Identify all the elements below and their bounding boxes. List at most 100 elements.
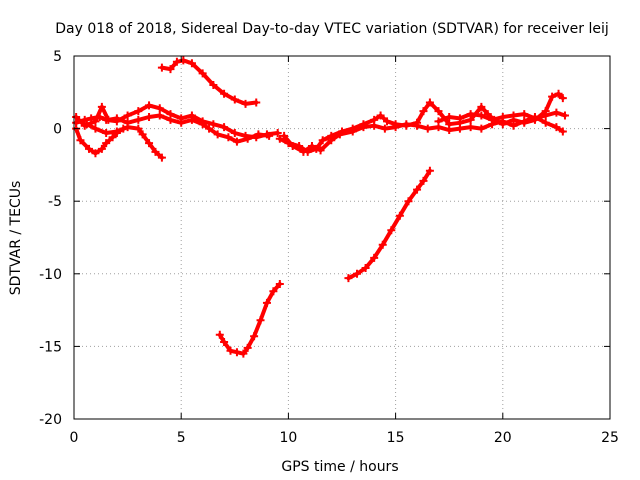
data-point xyxy=(434,107,443,116)
data-point xyxy=(404,197,413,206)
data-point xyxy=(256,316,265,325)
y-tick-label: -5 xyxy=(48,194,62,210)
data-point xyxy=(353,269,362,278)
data-point xyxy=(157,153,166,162)
data-point xyxy=(179,56,188,65)
series-arc-5 xyxy=(157,56,261,108)
data-point xyxy=(85,144,94,153)
data-point xyxy=(348,127,357,136)
y-tick-label: -15 xyxy=(39,339,62,355)
data-point xyxy=(425,98,434,107)
data-point xyxy=(224,133,233,142)
data-point xyxy=(239,349,248,358)
plot-frame xyxy=(73,55,611,420)
data-point xyxy=(243,134,252,143)
data-point xyxy=(187,115,196,124)
y-tick-label: 0 xyxy=(53,122,62,138)
data-point xyxy=(166,115,175,124)
data-point xyxy=(220,123,229,132)
data-point xyxy=(316,146,325,155)
data-point xyxy=(134,124,143,133)
x-tick-label: 5 xyxy=(177,430,186,446)
data-point xyxy=(318,136,327,145)
y-axis-label: SDTVAR / TECUs xyxy=(8,181,24,296)
data-point xyxy=(560,111,569,120)
data-point xyxy=(265,131,274,140)
data-point xyxy=(552,108,561,117)
data-point xyxy=(280,131,289,140)
data-point xyxy=(488,115,497,124)
x-tick-label: 15 xyxy=(387,430,405,446)
data-point xyxy=(509,121,518,130)
x-tick-label: 25 xyxy=(601,430,619,446)
data-point xyxy=(423,124,432,133)
data-point xyxy=(299,147,308,156)
y-tick-label: -10 xyxy=(39,267,62,283)
data-point xyxy=(123,111,132,120)
data-point xyxy=(419,176,428,185)
data-point xyxy=(387,226,396,235)
data-point xyxy=(157,63,166,72)
x-tick-label: 20 xyxy=(494,430,512,446)
data-point xyxy=(273,128,282,137)
series-line xyxy=(282,115,565,154)
data-point xyxy=(215,330,224,339)
data-point xyxy=(445,126,454,135)
data-point xyxy=(554,89,563,98)
axis-ticks: 0 5 10 15 20 25 -20 -15 -10 -5 0 5 xyxy=(39,49,619,446)
data-point xyxy=(230,128,239,137)
chart-title: Day 018 of 2018, Sidereal Day-to-day VTE… xyxy=(55,21,609,37)
data-point xyxy=(230,95,239,104)
data-point xyxy=(252,98,261,107)
data-point xyxy=(413,185,422,194)
data-point xyxy=(232,137,241,146)
data-point xyxy=(104,115,113,124)
data-point xyxy=(166,65,175,74)
data-point xyxy=(91,117,100,126)
series-line xyxy=(159,58,259,106)
data-point xyxy=(243,343,252,352)
data-point xyxy=(359,123,368,132)
data-point xyxy=(344,274,353,283)
series-arc-9 xyxy=(344,166,434,283)
data-point xyxy=(209,120,218,129)
data-point xyxy=(498,112,507,121)
data-point xyxy=(541,118,550,127)
data-point xyxy=(177,118,186,127)
data-point xyxy=(155,104,164,113)
x-axis-label: GPS time / hours xyxy=(281,459,398,475)
data-point xyxy=(145,139,154,148)
data-point xyxy=(402,120,411,129)
data-point xyxy=(307,142,316,151)
data-series xyxy=(72,56,569,358)
data-point xyxy=(91,149,100,158)
data-point xyxy=(269,287,278,296)
data-point xyxy=(378,240,387,249)
data-point xyxy=(558,127,567,136)
data-point xyxy=(380,124,389,133)
series-line xyxy=(217,282,282,356)
data-point xyxy=(558,94,567,103)
data-point xyxy=(445,112,454,121)
data-point xyxy=(108,133,117,142)
data-point xyxy=(383,117,392,126)
data-point xyxy=(391,123,400,132)
series-arc-8 xyxy=(280,112,567,156)
data-point xyxy=(413,121,422,130)
series-arc-2 xyxy=(72,102,274,146)
data-point xyxy=(155,111,164,120)
data-point xyxy=(198,69,207,78)
data-point xyxy=(205,124,214,133)
data-point xyxy=(145,101,154,110)
data-point xyxy=(520,110,529,119)
data-point xyxy=(466,123,475,132)
data-point xyxy=(530,114,539,123)
data-point xyxy=(275,279,284,288)
series-arc-3 xyxy=(72,124,128,158)
data-point xyxy=(97,144,106,153)
data-point xyxy=(288,142,297,151)
data-point xyxy=(541,111,550,120)
data-point xyxy=(145,112,154,121)
y-tick-label: -20 xyxy=(39,412,62,428)
